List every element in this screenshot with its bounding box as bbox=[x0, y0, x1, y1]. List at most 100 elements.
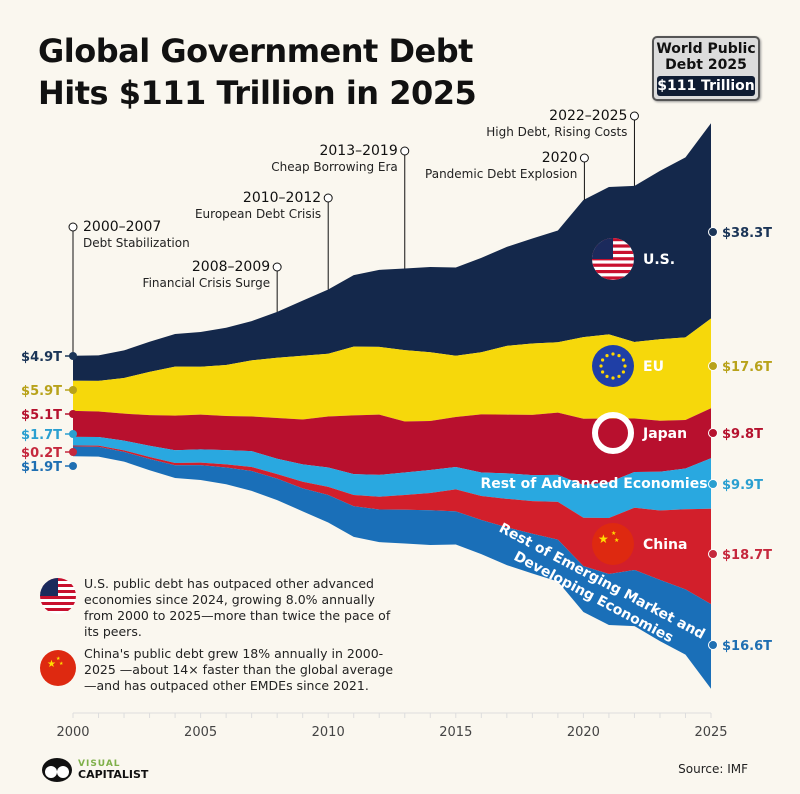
eu-star bbox=[601, 358, 605, 362]
left-label-dot bbox=[69, 462, 77, 470]
left-label-dot bbox=[69, 410, 77, 418]
start-value-label: $5.9T bbox=[21, 384, 62, 399]
right-label-dot bbox=[708, 640, 718, 650]
annotation-period: 2022–2025 bbox=[549, 108, 627, 124]
right-label-dot bbox=[708, 227, 718, 237]
eu-star bbox=[605, 374, 609, 378]
left-label-dot bbox=[69, 430, 77, 438]
annotation-period: 2020 bbox=[542, 150, 578, 166]
eu-flag-icon bbox=[592, 345, 634, 387]
right-label-dot bbox=[708, 479, 718, 489]
note-us-text: U.S. public debt has outpaced other adva… bbox=[84, 576, 391, 639]
eu-star bbox=[621, 370, 625, 374]
annotation-period: 2008–2009 bbox=[192, 259, 270, 275]
start-value-label: $0.2T bbox=[21, 446, 62, 461]
band-label-us: U.S. bbox=[643, 252, 675, 268]
flag-stripe bbox=[592, 263, 634, 267]
china-star-large: ★ bbox=[598, 532, 609, 546]
eu-star bbox=[611, 376, 615, 380]
chart-title: Global Government Debt Hits $111 Trillio… bbox=[38, 30, 477, 114]
right-label-dot bbox=[708, 428, 718, 438]
annotation-text: European Debt Crisis bbox=[195, 207, 321, 221]
title-line-2: Hits $111 Trillion in 2025 bbox=[38, 74, 477, 112]
note-us: U.S. public debt has outpaced other adva… bbox=[84, 576, 404, 640]
us-flag-body bbox=[592, 238, 634, 280]
annotation-marker bbox=[629, 111, 639, 121]
annotation-marker bbox=[272, 262, 282, 272]
eu-star bbox=[617, 374, 621, 378]
band-label-china: China bbox=[643, 537, 687, 553]
band-rest-of-emerging-market-and-developing-economies bbox=[73, 446, 711, 689]
x-tick-label-2020: 2020 bbox=[567, 725, 600, 740]
annotation-marker bbox=[579, 153, 589, 163]
us-flag-icon bbox=[592, 238, 634, 280]
badge-line-1: World Public bbox=[656, 41, 756, 57]
flag-stripe bbox=[592, 270, 634, 274]
end-value-label: $17.6T bbox=[722, 360, 772, 375]
x-tick-label-2010: 2010 bbox=[312, 725, 345, 740]
side-labels-0: $4.9T $38.3T bbox=[21, 226, 772, 365]
svg-text:★: ★ bbox=[56, 656, 61, 662]
band-eu bbox=[73, 318, 711, 422]
note-china: China's public debt grew 18% annually in… bbox=[84, 646, 404, 694]
band-label-eu: EU bbox=[643, 359, 664, 375]
china-flag-icon: ★ ★ ★ bbox=[40, 650, 76, 686]
eu-star bbox=[623, 364, 627, 368]
start-value-label: $4.9T bbox=[21, 350, 62, 365]
us-flag-icon bbox=[40, 578, 76, 614]
annotation-period: 2010–2012 bbox=[243, 190, 321, 206]
start-value-label: $5.1T bbox=[21, 408, 62, 423]
annotation-marker bbox=[323, 193, 333, 203]
annotation-text: Cheap Borrowing Era bbox=[271, 160, 398, 174]
flag-stripe bbox=[592, 276, 634, 280]
china-star-small: ★ bbox=[611, 530, 616, 537]
china-flag-circle bbox=[592, 523, 634, 565]
annotation-text: Debt Stabilization bbox=[83, 236, 190, 250]
end-value-label: $9.8T bbox=[722, 427, 763, 442]
note-china-text: China's public debt grew 18% annually in… bbox=[84, 646, 394, 693]
x-tick-label-2015: 2015 bbox=[439, 725, 472, 740]
side-labels-4: $0.2T $18.7T bbox=[21, 446, 772, 563]
side-labels-3: $1.7T $9.9T bbox=[21, 428, 763, 493]
eu-star bbox=[599, 364, 603, 368]
eu-star bbox=[617, 354, 621, 358]
annotation-text: Financial Crisis Surge bbox=[143, 276, 271, 290]
title-line-1: Global Government Debt bbox=[38, 32, 473, 70]
logo-line-2: CAPITALIST bbox=[78, 768, 149, 781]
right-label-dot bbox=[708, 549, 718, 559]
logo-line-1: VISUAL bbox=[78, 759, 121, 769]
band-japan bbox=[73, 408, 711, 486]
eu-star bbox=[621, 358, 625, 362]
source-note: Source: IMF bbox=[678, 762, 748, 776]
eu-flag-circle bbox=[592, 345, 634, 387]
left-label-dot bbox=[69, 448, 77, 456]
band-china bbox=[73, 445, 711, 605]
annotation-marker bbox=[400, 146, 410, 156]
svg-text:★: ★ bbox=[59, 661, 64, 667]
annotation-text: Pandemic Debt Explosion bbox=[425, 167, 577, 181]
annotation-text: High Debt, Rising Costs bbox=[486, 125, 627, 139]
band-label-japan: Japan bbox=[642, 426, 687, 442]
china-flag-icon: ★ ★★ bbox=[592, 523, 634, 565]
annotation-period: 2013–2019 bbox=[319, 143, 397, 159]
end-value-label: $38.3T bbox=[722, 226, 772, 241]
end-value-label: $9.9T bbox=[722, 478, 763, 493]
start-value-label: $1.9T bbox=[21, 460, 62, 475]
band-rest-of-advanced-economies bbox=[73, 436, 711, 518]
annotation-period: 2000–2007 bbox=[83, 219, 161, 235]
right-label-dot bbox=[708, 361, 718, 371]
japan-flag-icon bbox=[592, 412, 634, 454]
eu-star bbox=[605, 354, 609, 358]
band-label-rest-advanced: Rest of Advanced Economies bbox=[480, 476, 707, 492]
x-tick-label-2025: 2025 bbox=[694, 725, 727, 740]
visual-capitalist-logo: VISUAL CAPITALIST bbox=[40, 756, 148, 784]
badge-line-2: Debt 2025 bbox=[665, 57, 747, 73]
badge-amount: $111 Trillion bbox=[657, 76, 755, 96]
side-labels-5: $1.9T $16.6T bbox=[21, 460, 772, 654]
